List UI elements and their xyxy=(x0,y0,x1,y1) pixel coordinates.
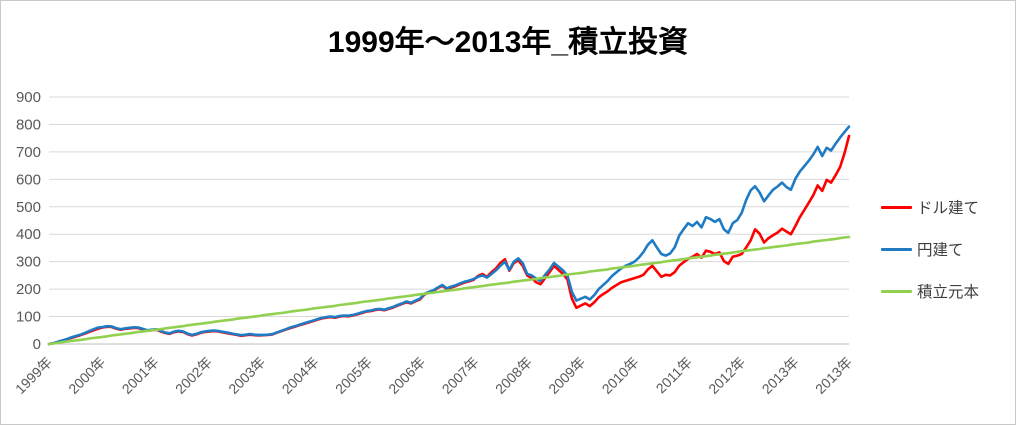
legend-item-yen: 円建て xyxy=(881,237,979,261)
y-axis-tick-label: 100 xyxy=(16,309,41,326)
legend: ドル建て 円建て 積立元本 xyxy=(881,195,979,321)
x-axis-tick-label: 2005年 xyxy=(332,354,375,397)
y-axis-tick-label: 500 xyxy=(16,199,41,216)
x-axis-tick-label: 2003年 xyxy=(225,354,268,397)
series-line-2 xyxy=(47,235,851,346)
legend-line-swatch-red xyxy=(881,205,912,209)
legend-label-yen: 円建て xyxy=(917,242,964,259)
x-axis-tick-label: 2004年 xyxy=(279,354,322,397)
y-axis-tick-label: 300 xyxy=(16,254,41,271)
y-axis-tick-label: 800 xyxy=(16,116,41,133)
x-axis-tick-label: 2008年 xyxy=(492,354,535,397)
y-axis-tick-label: 0 xyxy=(33,336,41,353)
x-axis-tick-label: 2013年 xyxy=(759,354,802,397)
legend-label-principal: 積立元本 xyxy=(917,284,980,301)
legend-item-dollar: ドル建て xyxy=(881,195,979,219)
y-axis-tick-label: 900 xyxy=(16,89,41,106)
series-line-0 xyxy=(47,134,851,346)
y-axis-tick-label: 400 xyxy=(16,226,41,243)
x-axis-tick-label: 1999年 xyxy=(12,354,55,397)
x-axis-tick-label: 2002年 xyxy=(172,354,215,397)
legend-line-swatch-green xyxy=(881,289,912,293)
x-axis-tick-label: 2001年 xyxy=(119,354,162,397)
x-axis-tick-label: 2000年 xyxy=(65,354,108,397)
legend-label-dollar: ドル建て xyxy=(917,200,980,217)
x-axis-tick-label: 2006年 xyxy=(385,354,428,397)
x-axis-tick-label: 2010年 xyxy=(599,354,642,397)
legend-line-swatch-blue xyxy=(881,247,912,251)
chart-title: 1999年～2013年_積立投資 xyxy=(327,26,689,59)
x-axis-tick-label: 2007年 xyxy=(439,354,482,397)
legend-item-principal: 積立元本 xyxy=(881,279,979,303)
x-axis-tick-label: 2013年 xyxy=(812,354,855,397)
y-axis-tick-label: 200 xyxy=(16,281,41,298)
x-axis-tick-label: 2011年 xyxy=(653,354,696,397)
y-axis-tick-label: 600 xyxy=(16,171,41,188)
x-axis-tick-label: 2012年 xyxy=(705,354,748,397)
y-axis-tick-label: 700 xyxy=(16,144,41,161)
series-line-1 xyxy=(47,125,851,346)
x-axis-tick-label: 2009年 xyxy=(545,354,588,397)
